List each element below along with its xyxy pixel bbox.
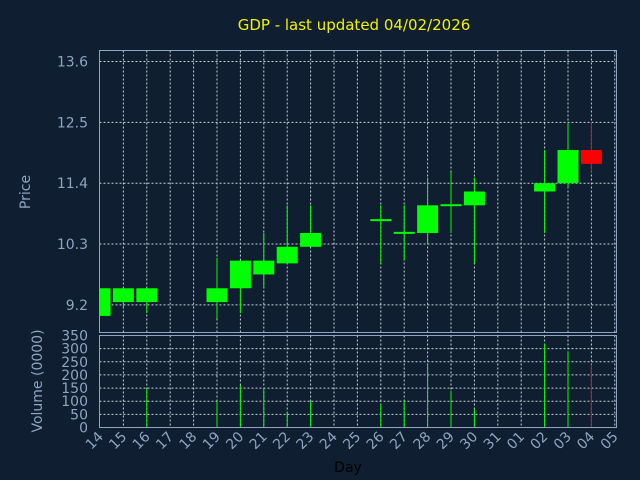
candle-body [370, 219, 392, 222]
price-tick-label: 12.5 [57, 115, 88, 131]
x-tick-label: 05 [598, 429, 622, 453]
x-tick-label: 20 [223, 429, 247, 453]
volume-tick-label: 350 [61, 329, 88, 345]
x-tick-label: 31 [481, 429, 505, 453]
volume-tick-label: 50 [70, 407, 88, 423]
candle-body [417, 205, 439, 233]
grid-layer [99, 50, 617, 428]
x-tick-label: 23 [294, 429, 318, 453]
x-tick-label: 22 [270, 429, 294, 453]
chart-title: GDP - last updated 04/02/2026 [238, 16, 471, 34]
x-tick-label: 03 [551, 429, 575, 453]
volume-tick-label: 200 [61, 368, 88, 384]
candle-body [440, 204, 462, 207]
candle-body [99, 288, 111, 316]
price-tick-label: 9.2 [66, 298, 88, 314]
x-tick-label: 30 [457, 429, 481, 453]
candle-body [229, 260, 251, 289]
x-tick-label: 15 [106, 429, 130, 453]
candle-body [136, 288, 158, 303]
price-tick-label: 11.4 [57, 176, 88, 192]
candle-body [253, 260, 275, 275]
x-tick-label: 27 [387, 429, 411, 453]
x-tick-label: 18 [177, 429, 201, 453]
price-tick-label: 13.6 [57, 55, 88, 71]
x-tick-label: 24 [317, 429, 341, 453]
price-axis-label: Price [18, 175, 34, 209]
volume-tick-label: 0 [79, 421, 88, 437]
volume-layer [146, 343, 592, 428]
volume-tick-label: 150 [61, 381, 88, 397]
x-tick-label: 26 [364, 429, 388, 453]
volume-tick-label: 300 [61, 342, 88, 358]
x-tick-label: 25 [340, 429, 364, 453]
candle-body [206, 288, 228, 303]
volume-tick-label: 250 [61, 355, 88, 371]
price-tick-label: 10.3 [57, 237, 88, 253]
x-tick-label: 01 [504, 429, 528, 453]
x-tick-label: 16 [130, 429, 154, 453]
x-tick-label: 17 [153, 429, 177, 453]
x-tick-label: 19 [200, 429, 224, 453]
x-tick-label: 28 [411, 429, 435, 453]
candle-layer [99, 122, 602, 319]
x-tick-label: 21 [247, 429, 271, 453]
volume-panel-frame [99, 335, 617, 428]
candle-body [393, 231, 415, 234]
candle-body [276, 246, 298, 264]
candle-body [112, 288, 134, 303]
x-tick-label: 02 [528, 429, 552, 453]
tick-layer: 14 15 16 17 18 19 20 21 22 23 24 25 26 27 28 29 30 31 01 02… [57, 55, 622, 453]
x-tick-label: 04 [574, 429, 598, 453]
candle-body [580, 150, 602, 164]
x-axis-label: Day [334, 460, 362, 476]
candle-body [463, 191, 485, 206]
candle-body [300, 232, 322, 247]
volume-axis-label: Volume (0000) [30, 329, 46, 432]
price-panel-frame [99, 50, 617, 333]
candle-body [534, 183, 556, 192]
x-tick-label: 29 [434, 429, 458, 453]
candle-body [557, 150, 579, 184]
volume-tick-label: 100 [61, 394, 88, 410]
